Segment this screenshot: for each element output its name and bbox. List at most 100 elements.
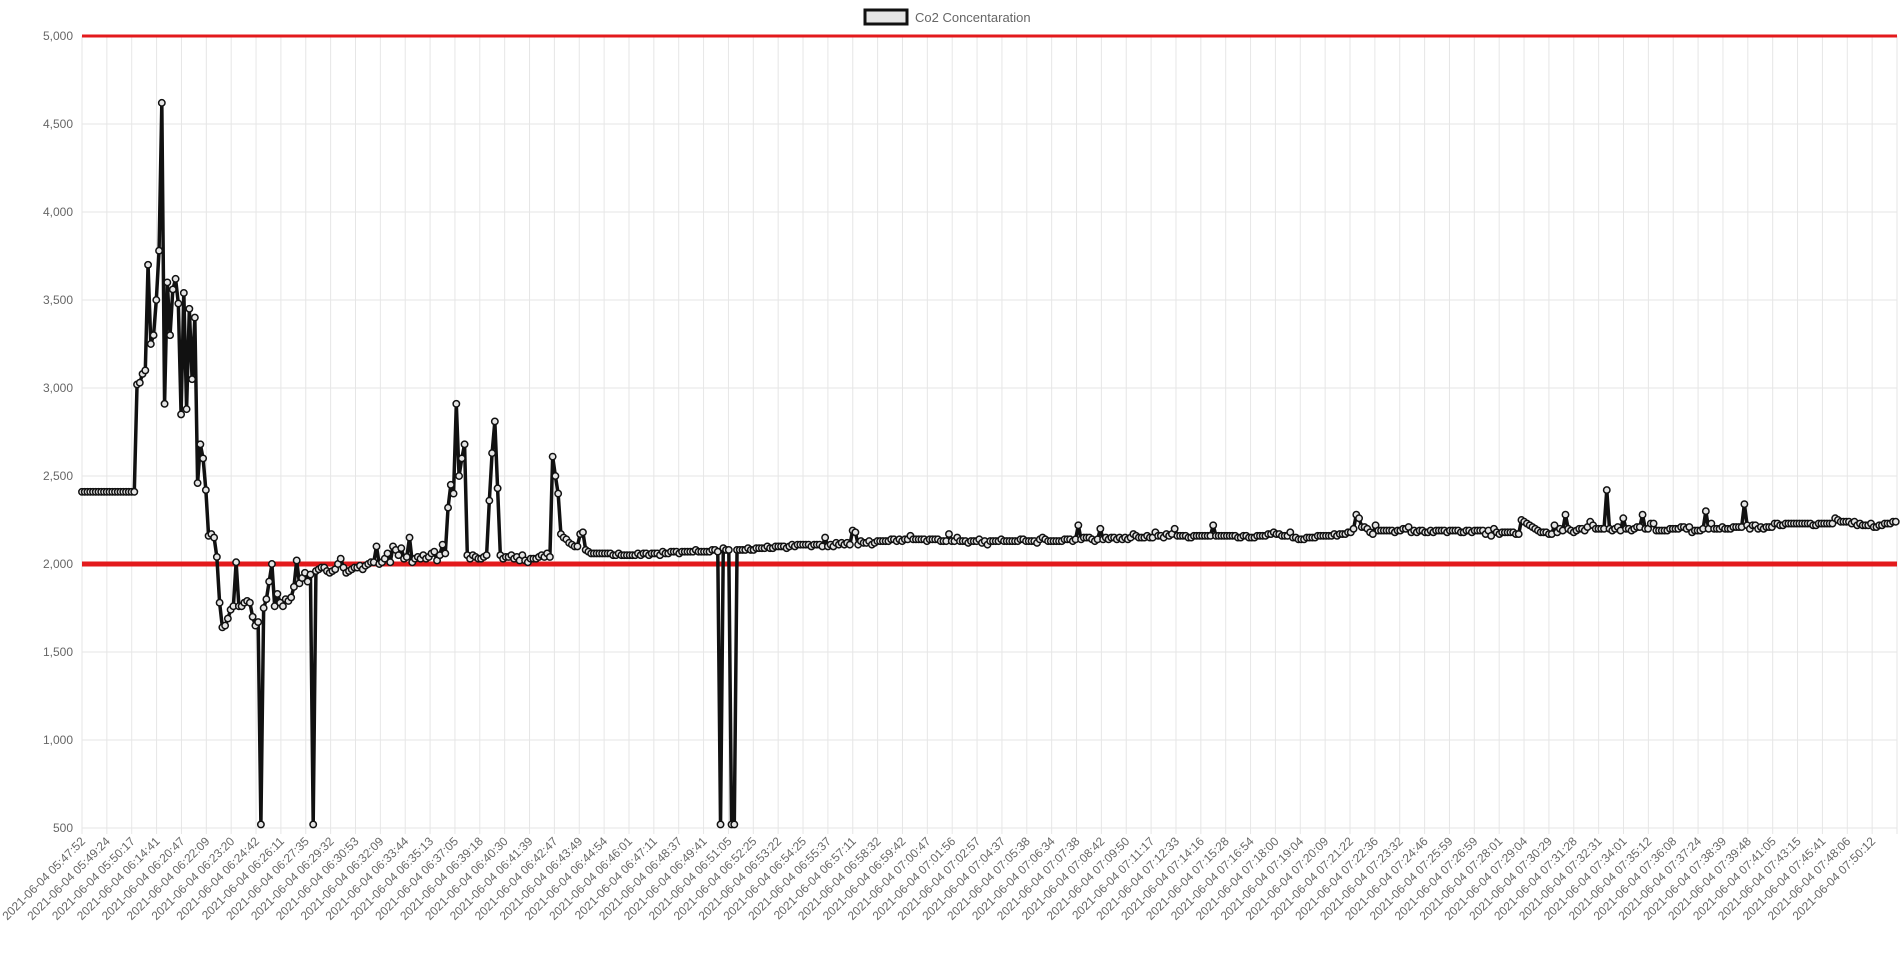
data-point — [438, 540, 447, 549]
y-tick-label: 3,500 — [43, 293, 73, 307]
data-point — [336, 554, 345, 563]
data-point — [130, 487, 139, 496]
data-point — [460, 440, 469, 449]
data-point — [141, 366, 150, 375]
data-point — [188, 375, 197, 384]
data-point — [306, 570, 315, 579]
data-point — [168, 285, 177, 294]
y-tick-label: 4,000 — [43, 205, 73, 219]
data-point — [309, 820, 318, 829]
data-point — [485, 496, 494, 505]
data-point — [1638, 510, 1647, 519]
data-point — [185, 304, 194, 313]
data-point — [1649, 519, 1658, 528]
data-point — [449, 489, 458, 498]
data-point — [157, 98, 166, 107]
data-point — [716, 820, 725, 829]
data-point — [1170, 524, 1179, 533]
data-point — [1096, 524, 1105, 533]
data-point — [441, 549, 450, 558]
data-point — [1209, 521, 1218, 530]
data-point — [160, 399, 169, 408]
data-point — [196, 440, 205, 449]
data-point — [149, 331, 158, 340]
data-point — [821, 533, 830, 542]
y-tick-label: 2,500 — [43, 469, 73, 483]
data-point — [397, 544, 406, 553]
data-point — [1701, 507, 1710, 516]
legend[interactable]: Co2 Concentaration — [863, 8, 1031, 26]
data-point — [199, 454, 208, 463]
data-point — [221, 621, 230, 630]
data-point — [402, 553, 411, 561]
data-point — [845, 540, 854, 549]
data-point — [259, 604, 268, 612]
data-point — [1487, 531, 1496, 540]
data-point — [851, 528, 860, 537]
data-point — [551, 472, 560, 480]
data-point — [193, 479, 202, 487]
y-tick-label: 1,500 — [43, 645, 73, 659]
data-point — [245, 598, 254, 607]
y-tick-label: 2,000 — [43, 557, 73, 571]
data-point — [488, 449, 497, 458]
y-tick-label: 500 — [53, 821, 73, 835]
data-point — [1602, 486, 1611, 495]
data-point — [545, 553, 554, 561]
data-point — [554, 489, 563, 498]
data-point — [446, 480, 455, 489]
data-point — [1349, 524, 1358, 533]
legend-label: Co2 Concentaration — [915, 10, 1031, 25]
data-point — [548, 452, 557, 461]
data-point — [713, 547, 722, 556]
data-point — [182, 405, 191, 414]
data-point — [144, 260, 153, 269]
data-point — [267, 560, 276, 568]
data-point — [232, 558, 241, 567]
data-point — [444, 503, 452, 512]
data-point — [730, 820, 739, 829]
data-point — [1550, 521, 1559, 530]
data-point — [1740, 500, 1749, 509]
data-point — [278, 602, 287, 611]
data-point — [201, 486, 210, 495]
legend-swatch — [863, 8, 909, 26]
data-point — [1561, 510, 1570, 519]
data-point — [945, 530, 953, 539]
data-point — [457, 454, 466, 463]
data-point — [171, 274, 180, 283]
data-point — [215, 598, 224, 607]
data-point — [155, 246, 164, 255]
data-point — [490, 417, 499, 426]
data-point — [573, 542, 582, 551]
data-point — [146, 340, 155, 348]
data-point — [1368, 530, 1377, 539]
data-point — [152, 296, 161, 304]
data-point — [493, 484, 502, 493]
data-point — [177, 410, 186, 419]
data-point — [212, 553, 221, 561]
data-point — [254, 618, 263, 627]
data-point — [430, 547, 439, 556]
y-axis: 500 1,000 1,500 2,000 2,500 3,000 3,500 4,000 4,… — [43, 29, 73, 835]
data-point — [166, 331, 175, 340]
data-point — [394, 551, 403, 560]
data-point — [190, 313, 199, 322]
y-tick-label: 5,000 — [43, 29, 73, 43]
y-tick-label: 3,000 — [43, 381, 73, 395]
data-point — [270, 602, 279, 611]
grid — [81, 35, 1898, 834]
data-point — [256, 820, 265, 829]
data-point — [372, 542, 381, 551]
data-point — [262, 595, 271, 604]
data-point — [289, 582, 298, 591]
data-point — [273, 589, 282, 598]
data-point — [1074, 521, 1083, 530]
data-point — [179, 289, 188, 297]
data-point — [724, 545, 733, 554]
y-tick-label: 4,500 — [43, 117, 73, 131]
data-point — [265, 577, 274, 586]
